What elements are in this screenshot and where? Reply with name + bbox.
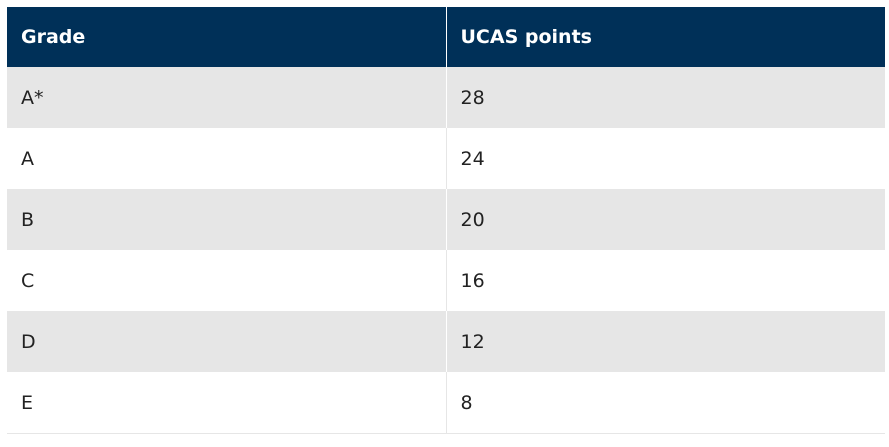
header-cell: UCAS points (445, 7, 885, 67)
table-row: A* 28 (7, 67, 885, 128)
points-cell: 28 (445, 67, 885, 128)
grade-cell: A (21, 147, 34, 170)
grade-table: Grade UCAS points A* 28 A 24 B 20 C 16 D 12 E 8 (7, 7, 885, 434)
points-cell: 24 (445, 128, 885, 189)
points-cell: 8 (445, 372, 885, 434)
points-cell: 16 (445, 250, 885, 311)
table-row: C 16 (7, 250, 885, 311)
table-row: A 24 (7, 128, 885, 189)
grade-cell: C (21, 269, 35, 292)
header-cell: Grade (7, 7, 446, 67)
grade-cell: E (7, 372, 446, 434)
grade-cell: D (7, 311, 446, 372)
table-row: B 20 (7, 189, 885, 250)
points-cell: 20 (445, 189, 885, 250)
grade-cell: A* (7, 67, 446, 128)
points-cell: 12 (445, 311, 885, 372)
table-body: A* 28 A 24 B 20 C 16 D 12 E 8 (7, 67, 885, 434)
table-row: D 12 (7, 311, 885, 372)
header-row: Grade UCAS points (7, 7, 885, 67)
grade-cell: B (7, 189, 446, 250)
